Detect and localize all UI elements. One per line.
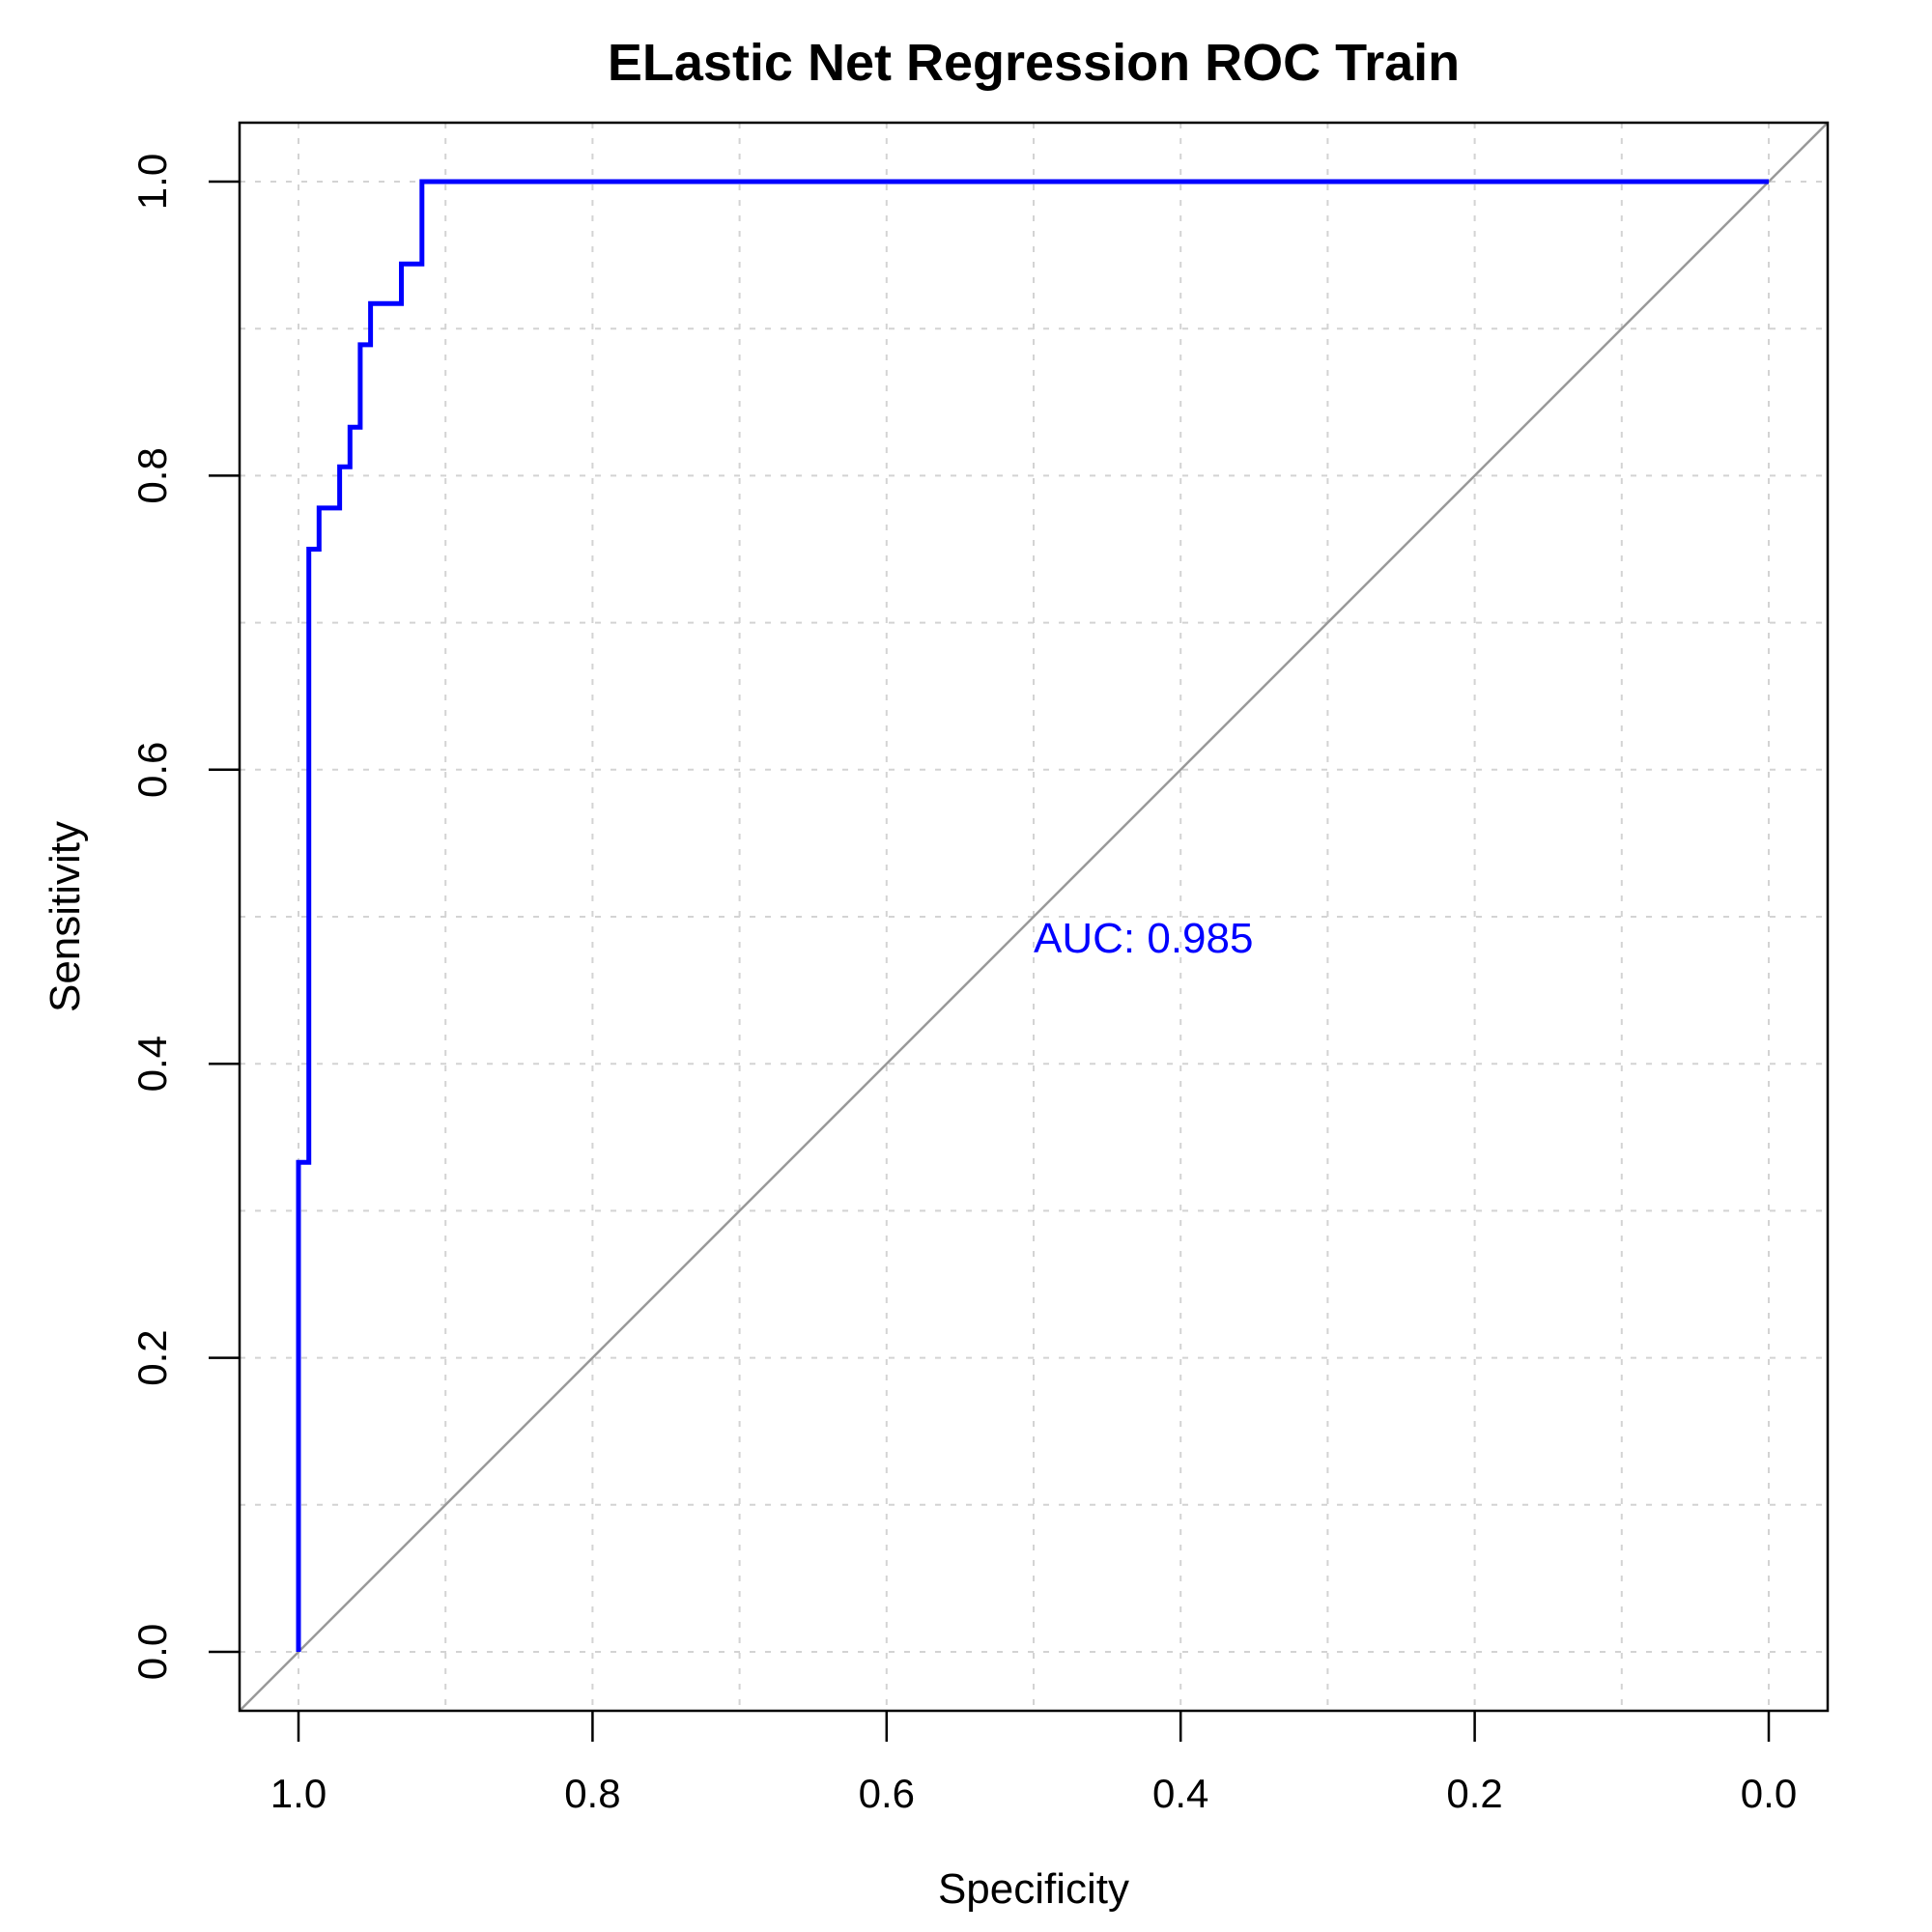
y-tick-label: 0.8 [129, 447, 175, 503]
chart-title: ELastic Net Regression ROC Train [608, 34, 1460, 92]
x-tick-label: 0.8 [564, 1771, 620, 1816]
annotations: AUC: 0.985 [1034, 915, 1253, 962]
y-tick-label: 0.0 [129, 1624, 175, 1680]
y-tick-label: 0.2 [129, 1329, 175, 1385]
y-tick-label: 0.6 [129, 742, 175, 798]
x-tick-label: 0.2 [1446, 1771, 1502, 1816]
x-tick-label: 0.0 [1741, 1771, 1797, 1816]
x-tick-label: 1.0 [270, 1771, 327, 1816]
reference-line [239, 122, 1829, 1712]
plot-frame [238, 121, 1830, 1713]
y-axis: 0.0 0.2 0.4 0.6 0.8 1.0 [129, 154, 240, 1680]
y-axis-label: Sensitivity [42, 821, 89, 1012]
x-axis-label: Specificity [938, 1865, 1129, 1913]
auc-label: AUC: 0.985 [1034, 915, 1253, 962]
y-tick-label: 0.4 [129, 1036, 175, 1092]
x-tick-label: 0.4 [1152, 1771, 1208, 1816]
series-group [296, 179, 1769, 1652]
reference-diagonal [239, 122, 1829, 1712]
roc-curve [296, 179, 1769, 1652]
y-tick-label: 1.0 [129, 154, 175, 210]
x-axis: 1.0 0.8 0.6 0.4 0.2 0.0 [270, 1711, 1797, 1816]
x-tick-label: 0.6 [859, 1771, 915, 1816]
